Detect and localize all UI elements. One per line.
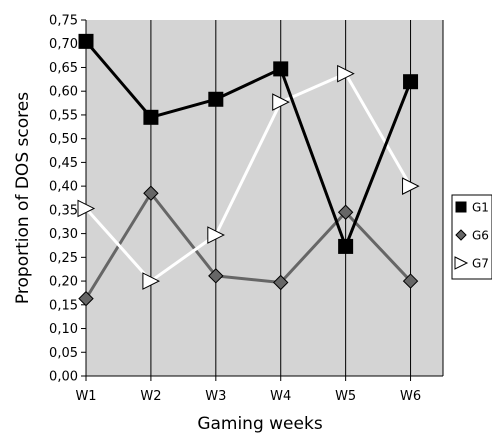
y-tick-label: 0,65: [49, 61, 78, 76]
y-tick-label: 0,45: [49, 156, 78, 171]
point-G7-W6: [402, 177, 420, 195]
series-G6: [78, 185, 419, 307]
y-tick-label: 0,50: [49, 132, 78, 147]
x-axis: W1 W2 W3 W4 W5 W6: [75, 375, 443, 404]
legend-label-G7: G7: [472, 257, 489, 271]
y-tick-label: 0,55: [49, 108, 78, 123]
legend-label-G6: G6: [472, 229, 489, 243]
x-tick-label: W6: [400, 389, 421, 404]
point-G7-W2: [142, 272, 161, 290]
line-G6: [84, 191, 412, 300]
legend-label-G1: G1: [472, 201, 489, 215]
point-G1-W1: [78, 33, 94, 49]
series-G7: [77, 64, 420, 290]
x-tick-label: W3: [205, 389, 226, 404]
y-tick-label: 0,25: [49, 251, 78, 266]
point-G1-W5: [338, 238, 354, 254]
series-group: [77, 33, 420, 307]
y-tick-label: 0,15: [49, 298, 78, 313]
point-G1-W4: [273, 61, 289, 77]
y-tick-label: 0,40: [49, 180, 78, 195]
y-tick-label: 0,10: [49, 322, 78, 337]
y-tick-label: 0,70: [49, 37, 78, 52]
point-G7-W3: [207, 226, 225, 244]
x-axis-title: Gaming weeks: [197, 414, 323, 434]
point-G1-W3: [208, 91, 224, 107]
point-G6-W1: [78, 290, 94, 307]
point-G6-W2: [143, 185, 159, 201]
y-tick-label: 0,20: [49, 275, 78, 290]
x-tick-label: W2: [140, 389, 161, 404]
point-G7-W4: [272, 93, 290, 111]
point-G1-W2: [143, 109, 159, 125]
legend-marker-G7: [454, 256, 469, 270]
x-tick-label: W1: [75, 389, 96, 404]
y-tick-label: 0,30: [49, 227, 78, 242]
line-G7: [84, 72, 412, 283]
legend: G1 G6 G7: [451, 194, 492, 280]
point-G6-W3: [208, 268, 224, 284]
y-tick-label: 0,75: [49, 14, 78, 29]
line-G1: [84, 40, 412, 248]
point-G6-W5: [337, 204, 354, 220]
plot-area: [86, 20, 443, 376]
point-G6-W6: [402, 273, 419, 289]
y-tick-label: 0,00: [49, 370, 78, 385]
y-axis: 0,00 0,05 0,10 0,15 0,20 0,25 0,30 0,35 0,40 0,45…: [49, 14, 87, 385]
legend-marker-G6: [455, 229, 467, 241]
y-tick-label: 0,60: [49, 85, 78, 100]
series-G1: [78, 33, 419, 254]
legend-marker-G1: [455, 201, 467, 213]
point-G7-W1: [77, 199, 96, 218]
y-tick-label: 0,35: [49, 203, 78, 218]
x-tick-label: W5: [335, 389, 356, 404]
y-axis-title: Proportion of DOS scores: [13, 92, 33, 304]
y-tick-label: 0,05: [49, 346, 78, 361]
point-G6-W4: [273, 274, 289, 291]
point-G1-W6: [403, 74, 419, 90]
x-tick-label: W4: [270, 389, 291, 404]
point-G7-W5: [337, 64, 355, 83]
